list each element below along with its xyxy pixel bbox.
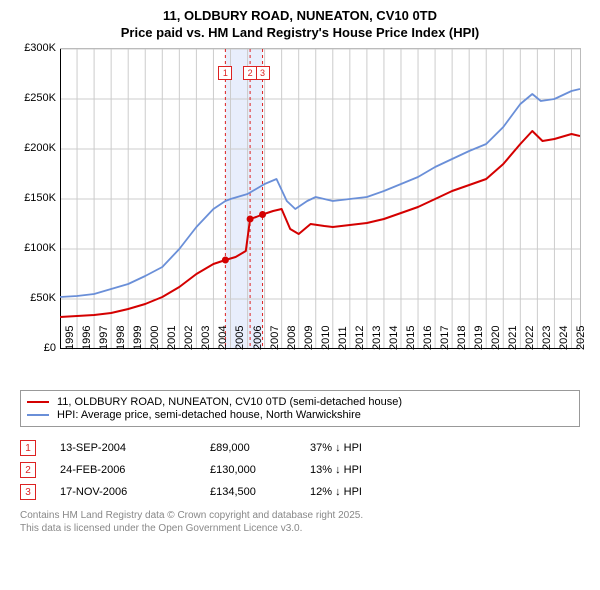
event-price: £134,500 [210, 486, 310, 498]
title-line-1: 11, OLDBURY ROAD, NUNEATON, CV10 0TD [10, 8, 590, 23]
x-tick-label: 2024 [558, 326, 570, 350]
x-tick-label: 2020 [490, 326, 502, 350]
x-tick-label: 1998 [115, 326, 127, 350]
x-tick-label: 2025 [575, 326, 587, 350]
legend-swatch [27, 414, 49, 416]
event-diff: 13% ↓ HPI [310, 464, 580, 476]
event-num-box: 3 [20, 484, 36, 500]
event-row: 1 13-SEP-2004£89,00037% ↓ HPI [20, 437, 580, 459]
license-line-2: This data is licensed under the Open Gov… [20, 522, 580, 535]
x-tick-label: 2010 [320, 326, 332, 350]
event-row: 2 24-FEB-2006£130,00013% ↓ HPI [20, 459, 580, 481]
x-tick-label: 2009 [303, 326, 315, 350]
x-tick-label: 2016 [422, 326, 434, 350]
plot-svg [60, 49, 580, 349]
event-num-box: 2 [20, 462, 36, 478]
chart-container: 11, OLDBURY ROAD, NUNEATON, CV10 0TD Pri… [0, 0, 600, 590]
license-text: Contains HM Land Registry data © Crown c… [20, 509, 580, 535]
event-date: 13-SEP-2004 [60, 442, 210, 454]
legend-label: HPI: Average price, semi-detached house,… [57, 409, 361, 421]
title-block: 11, OLDBURY ROAD, NUNEATON, CV10 0TD Pri… [10, 8, 590, 40]
x-tick-label: 2007 [269, 326, 281, 350]
x-tick-label: 2017 [439, 326, 451, 350]
chart-area: £0£50K£100K£150K£200K£250K£300K199519961… [20, 48, 580, 388]
x-tick-label: 1999 [132, 326, 144, 350]
event-price: £130,000 [210, 464, 310, 476]
x-tick-label: 2002 [183, 326, 195, 350]
event-diff: 12% ↓ HPI [310, 486, 580, 498]
event-date: 17-NOV-2006 [60, 486, 210, 498]
legend-label: 11, OLDBURY ROAD, NUNEATON, CV10 0TD (se… [57, 396, 402, 408]
event-num-box: 1 [20, 440, 36, 456]
x-tick-label: 2013 [371, 326, 383, 350]
x-tick-label: 2004 [217, 326, 229, 350]
x-tick-label: 2003 [200, 326, 212, 350]
license-line-1: Contains HM Land Registry data © Crown c… [20, 509, 580, 522]
x-tick-label: 2022 [524, 326, 536, 350]
x-tick-label: 2008 [286, 326, 298, 350]
event-price: £89,000 [210, 442, 310, 454]
plot-area [60, 48, 581, 349]
y-tick-label: £250K [24, 92, 56, 104]
x-tick-label: 2015 [405, 326, 417, 350]
legend-row: HPI: Average price, semi-detached house,… [27, 409, 573, 421]
y-tick-label: £0 [44, 342, 56, 354]
y-tick-label: £150K [24, 192, 56, 204]
x-tick-label: 2018 [456, 326, 468, 350]
x-tick-label: 2023 [541, 326, 553, 350]
x-tick-label: 2021 [507, 326, 519, 350]
y-tick-label: £300K [24, 42, 56, 54]
legend-swatch [27, 401, 49, 403]
event-marker-1: 1 [218, 66, 232, 80]
legend-box: 11, OLDBURY ROAD, NUNEATON, CV10 0TD (se… [20, 390, 580, 427]
event-row: 3 17-NOV-2006£134,50012% ↓ HPI [20, 481, 580, 503]
y-tick-label: £50K [30, 292, 56, 304]
x-tick-label: 2019 [473, 326, 485, 350]
title-line-2: Price paid vs. HM Land Registry's House … [10, 25, 590, 40]
y-tick-label: £200K [24, 142, 56, 154]
x-tick-label: 2001 [166, 326, 178, 350]
x-tick-label: 2005 [234, 326, 246, 350]
event-date: 24-FEB-2006 [60, 464, 210, 476]
x-tick-label: 2006 [252, 326, 264, 350]
x-tick-label: 2014 [388, 326, 400, 350]
x-tick-label: 1995 [64, 326, 76, 350]
x-tick-label: 2011 [337, 326, 349, 350]
x-tick-label: 1996 [81, 326, 93, 350]
x-tick-label: 1997 [98, 326, 110, 350]
x-tick-label: 2000 [149, 326, 161, 350]
events-table: 1 13-SEP-2004£89,00037% ↓ HPI 2 24-FEB-2006… [20, 437, 580, 503]
event-diff: 37% ↓ HPI [310, 442, 580, 454]
event-marker-3: 3 [256, 66, 270, 80]
y-tick-label: £100K [24, 242, 56, 254]
legend-row: 11, OLDBURY ROAD, NUNEATON, CV10 0TD (se… [27, 396, 573, 408]
x-tick-label: 2012 [354, 326, 366, 350]
